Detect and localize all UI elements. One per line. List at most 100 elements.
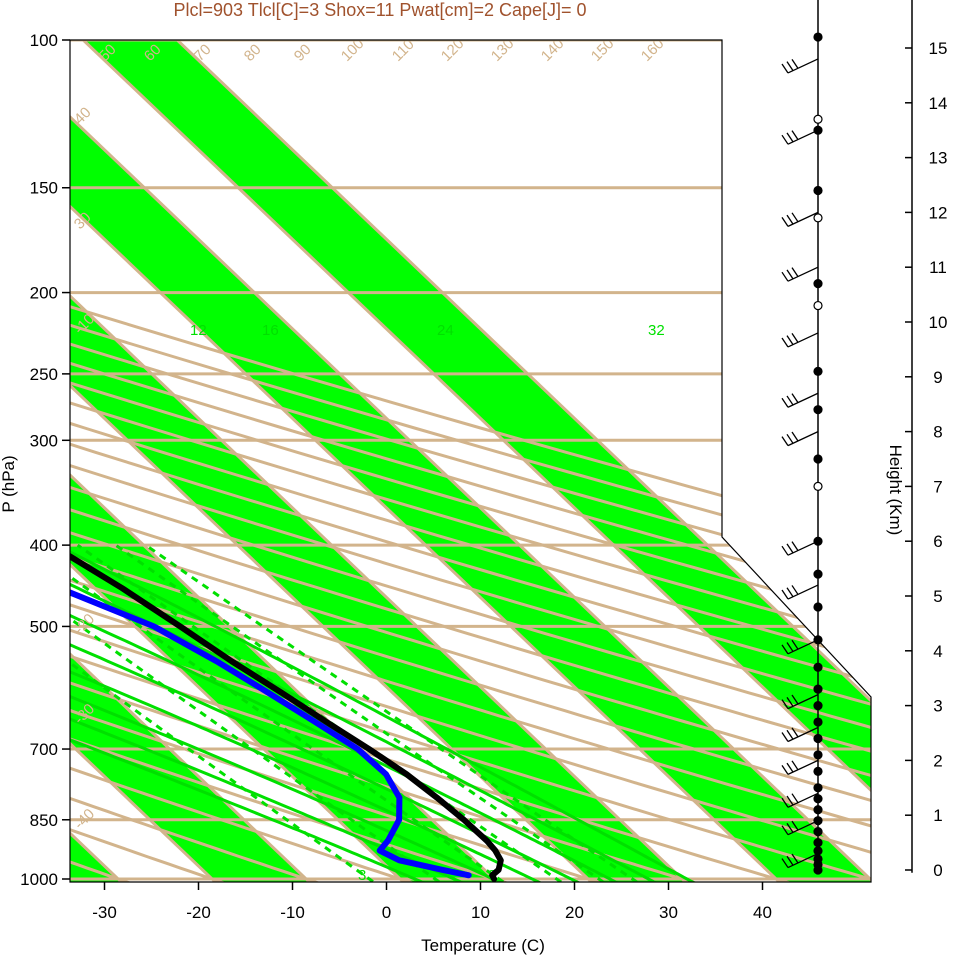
- wind-barb: [781, 694, 819, 710]
- dry-adiabat-label: 10: [726, 337, 750, 361]
- wind-level-marker: [813, 794, 823, 804]
- isotherm-label: 20: [860, 652, 877, 669]
- moist-adiabat: [70, 342, 608, 882]
- dry-adiabat: [70, 40, 871, 882]
- dry-adiabat: [70, 40, 837, 882]
- moist-adiabat: [70, 342, 533, 882]
- height-tick-label: 2: [933, 751, 942, 770]
- wind-level-marker: [813, 662, 823, 672]
- wind-level-marker: [813, 635, 823, 645]
- pressure-tick-label: 700: [30, 740, 58, 759]
- wind-level-marker: [813, 213, 823, 223]
- wind-level-marker: [813, 846, 823, 856]
- dry-adiabat: [70, 40, 456, 882]
- pressure-tick-label: 500: [30, 617, 58, 636]
- dry-adiabat: [70, 40, 871, 882]
- dry-adiabat: [70, 40, 646, 882]
- isotherm-band: [70, 40, 331, 882]
- wind-level-marker: [813, 279, 823, 289]
- isotherm-label: -20: [470, 27, 492, 44]
- dry-adiabat: [70, 40, 361, 882]
- height-tick-label: 13: [929, 149, 948, 168]
- temperature-profile-line: [70, 54, 504, 882]
- temperature-tick-label: -10: [280, 903, 305, 922]
- temperature-tick-label: 40: [753, 903, 772, 922]
- wind-level-marker: [813, 125, 823, 135]
- isotherm-band: [70, 40, 871, 882]
- wind-level-marker: [813, 114, 823, 124]
- sounding-profiles: [70, 54, 504, 882]
- pressure-tick-label: 400: [30, 536, 58, 555]
- pressure-tick-label: 850: [30, 811, 58, 830]
- mixing-ratio-line: [114, 543, 626, 882]
- height-tick-label: 1: [933, 806, 942, 825]
- wind-level-marker: [813, 536, 823, 546]
- dry-adiabat-label: 20: [726, 229, 750, 253]
- wind-level-marker: [813, 837, 823, 848]
- mixing-ratio-label: 32: [648, 322, 665, 339]
- wind-barb: [781, 584, 819, 600]
- dry-adiabat: [70, 40, 871, 882]
- isotherm-line: [155, 40, 871, 882]
- wind-level-marker: [813, 750, 823, 760]
- mixing-ratio-line: [70, 543, 462, 882]
- isotherm-line: [70, 40, 802, 882]
- mixing-ratio-line: [70, 543, 526, 882]
- pressure-axis: 100 150 200 250 300 400 500 700 850 1000: [20, 31, 70, 889]
- height-tick-label: 5: [933, 587, 942, 606]
- height-tick-label: 9: [933, 368, 942, 387]
- wind-level-marker: [813, 684, 823, 694]
- height-tick-label: 15: [929, 39, 948, 58]
- temperature-tick-label: -30: [92, 903, 117, 922]
- height-tick-label: 7: [933, 477, 942, 496]
- wind-barb: [781, 266, 819, 282]
- wind-barb: [781, 332, 819, 348]
- dry-adiabat: [70, 40, 871, 882]
- wind-level-marker: [813, 454, 823, 464]
- isotherm-band: [70, 40, 871, 882]
- isotherm-label: 10: [765, 542, 782, 559]
- dewpoint-profile-line: [70, 54, 472, 879]
- dry-adiabat: [70, 40, 871, 882]
- pressure-tick-label: 150: [30, 179, 58, 198]
- wind-barb: [781, 759, 819, 775]
- mixing-ratio-label: 3: [358, 867, 366, 884]
- dry-adiabat: [70, 40, 871, 882]
- height-tick-label: 4: [933, 642, 942, 661]
- mixing-ratio-line: [70, 543, 395, 882]
- wind-level-marker: [813, 816, 823, 826]
- wind-level-marker: [813, 854, 823, 864]
- wind-barb: [781, 392, 819, 408]
- height-tick-label: 0: [933, 861, 942, 880]
- isotherm-line: [70, 40, 708, 882]
- wind-level-marker: [813, 300, 823, 311]
- moist-adiabat: [70, 342, 495, 882]
- wind-level-marker: [813, 733, 823, 744]
- mixing-ratio-label: 24: [437, 322, 454, 339]
- wind-barb: [781, 211, 819, 227]
- isotherm-line: [70, 40, 238, 882]
- temperature-tick-label: 30: [659, 903, 678, 922]
- wind-level-marker: [813, 32, 823, 42]
- pressure-tick-label: 200: [30, 284, 58, 303]
- wind-barb: [781, 431, 819, 447]
- dry-adiabat: [70, 40, 551, 882]
- wind-barb: [781, 58, 819, 74]
- moist-adiabat: [70, 342, 721, 882]
- moist-adiabat: [70, 342, 683, 882]
- wind-level-marker: [813, 481, 823, 491]
- dry-adiabat: [70, 40, 871, 882]
- dry-adiabat-label: 0: [726, 455, 744, 473]
- isotherm-line: [70, 40, 871, 882]
- mixing-ratio-label: 16: [262, 322, 279, 339]
- height-tick-label: 16: [929, 0, 948, 3]
- moist-adiabat: [70, 342, 458, 882]
- temperature-tick-label: 0: [382, 903, 391, 922]
- dry-adiabat: [70, 40, 871, 882]
- wind-barb: [781, 639, 819, 655]
- isotherm-line: [70, 40, 332, 882]
- wind-level-marker: [813, 700, 823, 711]
- temperature-tick-label: 10: [471, 903, 490, 922]
- pressure-tick-label: 100: [30, 31, 58, 50]
